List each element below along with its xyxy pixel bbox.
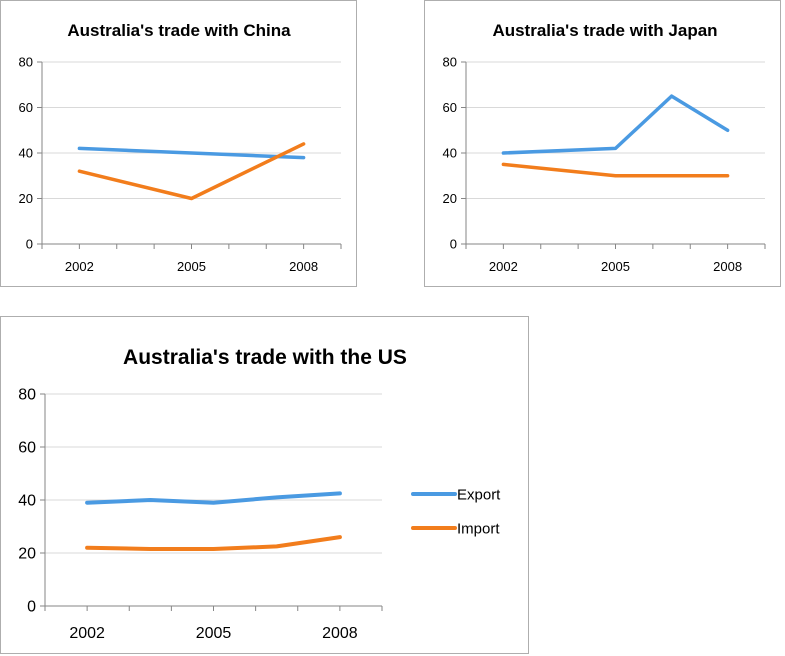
series-line-import: [501, 162, 730, 178]
y-tick-label: 60: [443, 100, 457, 115]
x-tick-label: 2005: [601, 259, 630, 274]
x-tick-label: 2005: [177, 259, 206, 274]
legend-label-export: Export: [457, 486, 501, 503]
chart-panel-japan: Australia's trade with Japan 0 20 40 60 80 20…: [424, 0, 781, 287]
series-line-import: [77, 142, 306, 201]
y-tick-label: 0: [27, 599, 36, 616]
y-tick-label: 20: [19, 191, 33, 206]
chart-us-svg: Australia's trade with the US 0 20 40 60 80 2…: [18, 346, 501, 642]
y-tick-label: 80: [18, 387, 36, 404]
plot-area: 0 20 40 60 80 2002 2005 2008: [443, 55, 766, 274]
chart-panel-china: Australia's trade with China 0 20 40 60 80 20…: [0, 0, 357, 287]
chart-japan-svg: Australia's trade with Japan 0 20 40 60 80 20…: [443, 21, 766, 274]
chart-title: Australia's trade with Japan: [492, 21, 717, 40]
x-tick-label: 2008: [289, 259, 318, 274]
y-tick-label: 60: [18, 440, 36, 457]
x-tick-label: 2008: [322, 625, 358, 642]
x-tick-label: 2002: [69, 625, 105, 642]
y-tick-label: 80: [443, 55, 457, 70]
legend: Export Import: [411, 486, 501, 537]
chart-title: Australia's trade with China: [67, 21, 291, 40]
chart-panel-us: Australia's trade with the US 0 20 40 60 80 2…: [0, 316, 529, 654]
y-tick-label: 40: [443, 146, 457, 161]
series-line-import: [85, 535, 342, 551]
y-tick-label: 0: [26, 237, 33, 252]
y-tick-label: 20: [18, 546, 36, 563]
series-line-export: [85, 491, 342, 505]
y-tick-label: 0: [450, 237, 457, 252]
legend-label-import: Import: [457, 520, 500, 537]
y-tick-label: 40: [18, 493, 36, 510]
series-line-export: [77, 146, 306, 160]
y-tick-label: 20: [443, 191, 457, 206]
y-tick-label: 80: [19, 55, 33, 70]
x-tick-label: 2002: [489, 259, 518, 274]
x-tick-label: 2008: [713, 259, 742, 274]
plot-area: 0 20 40 60 80 2002 2005 2008: [19, 55, 342, 274]
x-tick-label: 2002: [65, 259, 94, 274]
chart-china-svg: Australia's trade with China 0 20 40 60 80 20…: [19, 21, 342, 274]
y-tick-label: 60: [19, 100, 33, 115]
chart-title: Australia's trade with the US: [123, 346, 407, 369]
series-line-export: [501, 94, 730, 155]
x-tick-label: 2005: [196, 625, 232, 642]
plot-area: 0 20 40 60 80 2002 2005 2008: [18, 387, 383, 642]
y-tick-label: 40: [19, 146, 33, 161]
